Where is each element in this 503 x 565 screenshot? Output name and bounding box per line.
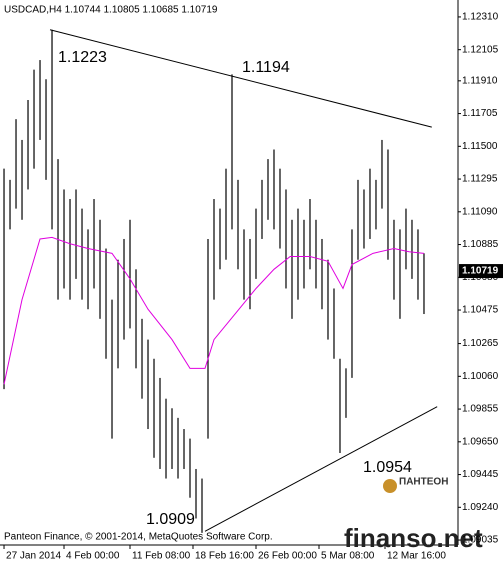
y-tick-label: 1.10475 (462, 305, 499, 316)
y-tick-label: 1.09240 (462, 502, 499, 513)
y-tick-label: 1.10265 (462, 338, 499, 349)
x-tick-label: 27 Jan 2014 (6, 551, 61, 562)
moving-average (3, 236, 425, 385)
current-price-label: 1.10719 (462, 266, 499, 277)
y-tick-label: 1.09650 (462, 436, 499, 447)
y-tick-label: 1.11295 (462, 174, 498, 185)
chart-title: USDCAD,H4 1.10744 1.10805 1.10685 1.1071… (4, 5, 218, 16)
y-tick-label: 1.11500 (462, 141, 498, 152)
x-tick-label: 26 Feb 00:00 (258, 551, 317, 562)
y-tick-label: 1.10060 (462, 371, 499, 382)
trendline (49, 29, 432, 128)
x-tick-label: 11 Feb 08:00 (132, 551, 191, 562)
logo-text: ПАНТЕОН (399, 477, 448, 488)
x-tick-label: 5 Mar 08:00 (321, 551, 375, 562)
x-tick-label: 18 Feb 16:00 (195, 551, 254, 562)
y-tick-label: 1.12105 (462, 44, 499, 55)
copyright: Panteon Finance, © 2001-2014, MetaQuotes… (4, 532, 273, 543)
y-tick-label: 1.11705 (462, 108, 498, 119)
x-tick-label: 12 Mar 16:00 (387, 551, 446, 562)
y-tick-label: 1.09035 (462, 535, 499, 546)
annotation: 1.1194 (242, 59, 290, 76)
plot-area (3, 29, 438, 533)
trendline (204, 406, 438, 532)
y-tick-label: 1.09855 (462, 404, 499, 415)
y-tick-label: 1.12310 (462, 12, 499, 23)
y-tick-label: 1.10885 (462, 239, 499, 250)
logo: ПАНТЕОН (383, 477, 448, 493)
y-tick-label: 1.09445 (462, 469, 499, 480)
x-tick-label: 4 Feb 00:00 (66, 551, 120, 562)
watermark: finanso.net (344, 523, 483, 553)
annotation: 1.1223 (58, 49, 107, 66)
y-tick-label: 1.11090 (462, 206, 498, 217)
y-tick-label: 1.11910 (462, 75, 498, 86)
current-price-box (459, 264, 503, 279)
annotation: 1.0954 (363, 459, 412, 476)
logo-icon (383, 479, 397, 493)
annotation: 1.0909 (146, 511, 195, 528)
